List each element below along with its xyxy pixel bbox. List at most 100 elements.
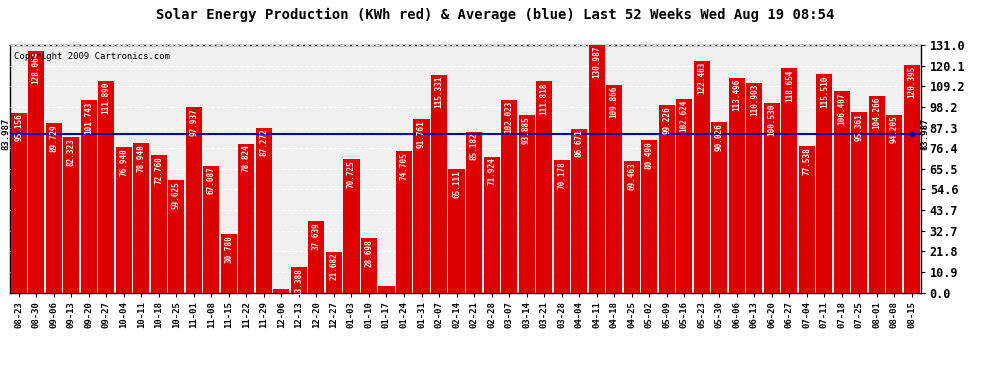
Bar [63, 137, 79, 292]
Text: 102.023: 102.023 [505, 101, 514, 133]
Text: 89.729: 89.729 [50, 124, 58, 152]
Text: 111.818: 111.818 [540, 82, 548, 114]
Text: 120.395: 120.395 [908, 66, 917, 98]
Text: 99.226: 99.226 [662, 106, 671, 134]
Bar [676, 99, 692, 292]
Text: 97.937: 97.937 [189, 108, 198, 136]
Text: 101.743: 101.743 [84, 101, 93, 134]
Bar [80, 100, 97, 292]
Text: 95.156: 95.156 [14, 114, 23, 141]
Text: 106.407: 106.407 [838, 92, 846, 125]
Bar [763, 103, 780, 292]
Bar [186, 108, 202, 292]
Bar [46, 123, 61, 292]
Bar [501, 100, 517, 292]
Text: 78.824: 78.824 [242, 144, 250, 172]
Bar [589, 45, 605, 292]
Text: 111.890: 111.890 [102, 82, 111, 114]
Text: 76.940: 76.940 [119, 148, 129, 176]
Text: 77.538: 77.538 [802, 147, 812, 175]
Bar [221, 234, 237, 292]
Bar [344, 159, 359, 292]
Text: 21.682: 21.682 [330, 252, 339, 280]
Text: 74.705: 74.705 [400, 152, 409, 180]
Bar [694, 61, 710, 292]
Bar [326, 252, 342, 292]
Bar [746, 83, 762, 292]
Text: 90.026: 90.026 [715, 123, 724, 151]
Text: 130.987: 130.987 [592, 46, 601, 78]
Bar [851, 112, 867, 292]
Text: 118.654: 118.654 [785, 69, 794, 102]
Text: 100.530: 100.530 [767, 104, 776, 136]
Bar [658, 105, 675, 292]
Text: 94.205: 94.205 [890, 116, 899, 143]
Text: 113.496: 113.496 [733, 79, 742, 111]
Text: 102.624: 102.624 [680, 99, 689, 132]
Bar [98, 81, 114, 292]
Text: 80.490: 80.490 [644, 141, 653, 169]
Text: 71.924: 71.924 [487, 158, 496, 185]
Text: 109.866: 109.866 [610, 86, 619, 118]
Bar [150, 155, 167, 292]
Bar [168, 180, 184, 292]
Bar [448, 170, 464, 292]
Text: Solar Energy Production (KWh red) & Average (blue) Last 52 Weeks Wed Aug 19 08:5: Solar Energy Production (KWh red) & Aver… [155, 8, 835, 22]
Bar [624, 161, 640, 292]
Bar [553, 160, 569, 292]
Bar [239, 144, 254, 292]
Bar [414, 119, 430, 292]
Bar [466, 132, 482, 292]
Bar [799, 146, 815, 292]
Bar [571, 129, 587, 292]
Text: 115.331: 115.331 [435, 75, 444, 108]
Bar [869, 96, 885, 292]
Text: 69.463: 69.463 [628, 162, 637, 190]
Text: 87.272: 87.272 [259, 129, 268, 156]
Bar [886, 114, 903, 292]
Bar [711, 122, 728, 292]
Text: 110.903: 110.903 [749, 84, 758, 116]
Bar [606, 85, 623, 292]
Bar [519, 115, 535, 292]
Text: 70.178: 70.178 [557, 161, 566, 189]
Bar [378, 286, 395, 292]
Text: 37.639: 37.639 [312, 222, 321, 250]
Text: 82.323: 82.323 [66, 138, 75, 166]
Text: 83.987: 83.987 [921, 118, 930, 150]
Text: 85.182: 85.182 [469, 132, 478, 160]
Text: 104.266: 104.266 [872, 96, 881, 129]
Text: 72.760: 72.760 [154, 156, 163, 184]
Text: 13.388: 13.388 [294, 268, 303, 296]
Text: 91.761: 91.761 [417, 120, 426, 148]
Bar [361, 238, 377, 292]
Bar [817, 74, 833, 292]
Text: 78.940: 78.940 [137, 144, 146, 172]
Text: 128.064: 128.064 [32, 51, 41, 84]
Bar [11, 113, 27, 292]
Text: 122.463: 122.463 [697, 62, 706, 94]
Bar [308, 221, 325, 292]
Bar [28, 51, 45, 292]
Text: 95.361: 95.361 [855, 113, 864, 141]
Bar [536, 81, 552, 292]
Bar [781, 68, 797, 292]
Text: 70.725: 70.725 [346, 160, 356, 188]
Bar [483, 157, 500, 292]
Bar [203, 166, 220, 292]
Bar [642, 140, 657, 292]
Bar [396, 152, 412, 292]
Text: 30.780: 30.780 [225, 235, 234, 263]
Text: 65.111: 65.111 [452, 170, 461, 198]
Text: 83.987: 83.987 [1, 118, 10, 150]
Text: 28.698: 28.698 [364, 239, 373, 267]
Text: 86.671: 86.671 [574, 130, 584, 158]
Bar [291, 267, 307, 292]
Bar [834, 92, 850, 292]
Bar [904, 65, 920, 292]
Bar [255, 128, 272, 292]
Text: 67.087: 67.087 [207, 167, 216, 195]
Bar [431, 75, 447, 292]
Text: Copyright 2009 Cartronics.com: Copyright 2009 Cartronics.com [15, 53, 170, 62]
Bar [729, 78, 744, 292]
